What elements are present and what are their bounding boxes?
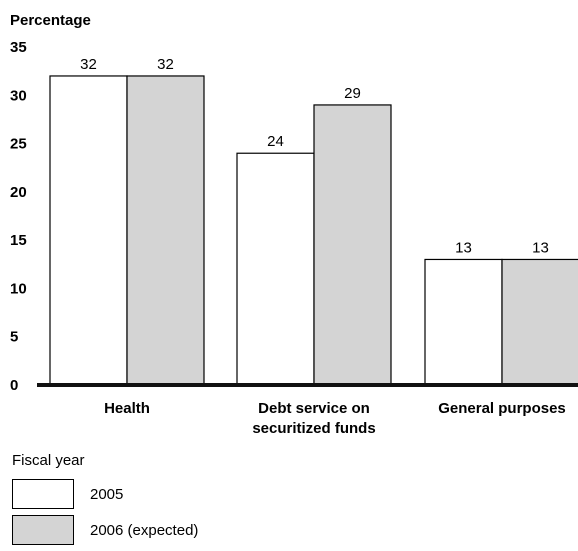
legend: Fiscal year 2005 2006 (expected) [12, 452, 198, 551]
y-tick-label: 25 [10, 136, 27, 153]
data-label: 13 [455, 239, 472, 256]
legend-label-2005: 2005 [90, 485, 124, 503]
bars [49, 75, 578, 386]
legend-item-2006-expected: 2006 (expected) [12, 515, 198, 545]
legend-item-2005: 2005 [12, 479, 198, 509]
y-tick-label: 10 [10, 280, 27, 297]
data-label: 32 [80, 56, 97, 73]
y-tick-label: 15 [10, 232, 27, 249]
x-category-label: Debt service on securitized funds [252, 400, 375, 437]
data-label: 32 [157, 56, 174, 73]
data-labels: 32 32 24 29 13 13 [80, 56, 549, 256]
data-label: 13 [532, 239, 549, 256]
bar [313, 104, 392, 386]
legend-label-2006-expected: 2006 (expected) [90, 521, 199, 539]
y-tick-label: 5 [10, 329, 18, 346]
data-label: 29 [344, 85, 361, 102]
data-label: 24 [267, 133, 284, 150]
bar [501, 258, 578, 386]
y-tick-label: 0 [10, 377, 18, 394]
bar-chart: Percentage 0 5 10 15 20 25 30 35 32 32 24 29 13 13 H… [10, 12, 578, 437]
bar [126, 75, 205, 386]
y-tick-label: 20 [10, 184, 27, 201]
x-category-label: Health [104, 400, 150, 417]
bar [49, 75, 128, 386]
legend-swatch-2005 [12, 479, 74, 509]
bar [424, 258, 503, 386]
y-axis-label: Percentage [10, 12, 91, 29]
legend-swatch-2006-expected [12, 515, 74, 545]
y-ticks: 0 5 10 15 20 25 30 35 [10, 39, 27, 394]
bar [236, 152, 315, 386]
category-labels: Health Debt service on securitized funds Ge… [104, 400, 566, 437]
legend-title: Fiscal year [12, 452, 85, 469]
x-category-label: General purposes [438, 400, 566, 417]
y-tick-label: 30 [10, 87, 27, 104]
y-tick-label: 35 [10, 39, 27, 56]
